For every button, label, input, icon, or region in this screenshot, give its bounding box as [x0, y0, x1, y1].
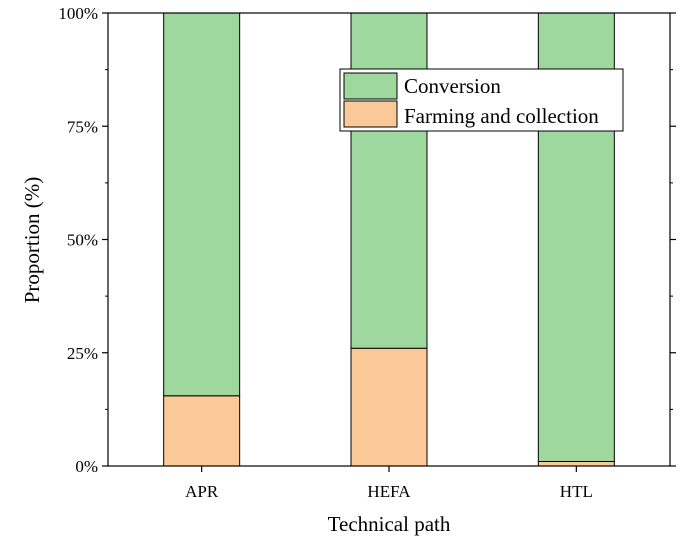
- bar-htl-farming-and-collection: [537, 460, 615, 467]
- legend-swatch-farming-and-collection: [343, 100, 398, 128]
- y-axis: 0% 25% 50% 75% 100%: [58, 4, 676, 476]
- bar-apr-conversion: [163, 12, 241, 397]
- y-axis-title: Proportion (%): [20, 177, 44, 304]
- y-tick-label: 100%: [58, 4, 98, 23]
- legend: Conversion Farming and collection: [339, 68, 624, 132]
- y-tick-label: 75%: [67, 117, 98, 136]
- y-tick-label: 25%: [67, 344, 98, 363]
- legend-label-conversion: Conversion: [404, 74, 501, 98]
- x-tick-label-apr: APR: [185, 482, 219, 501]
- x-axis: APR HEFA HTL: [185, 466, 593, 501]
- bar-hefa-farming-and-collection: [350, 347, 428, 467]
- legend-label-farming-and-collection: Farming and collection: [404, 104, 599, 128]
- x-axis-title: Technical path: [328, 512, 451, 536]
- x-tick-label-hefa: HEFA: [367, 482, 411, 501]
- legend-swatch-conversion: [343, 72, 398, 100]
- bar-apr-farming-and-collection: [163, 395, 241, 467]
- y-tick-label: 50%: [67, 231, 98, 250]
- bar-hefa-conversion: [350, 12, 428, 349]
- y-tick-label: 0%: [75, 457, 98, 476]
- x-tick-label-htl: HTL: [560, 482, 593, 501]
